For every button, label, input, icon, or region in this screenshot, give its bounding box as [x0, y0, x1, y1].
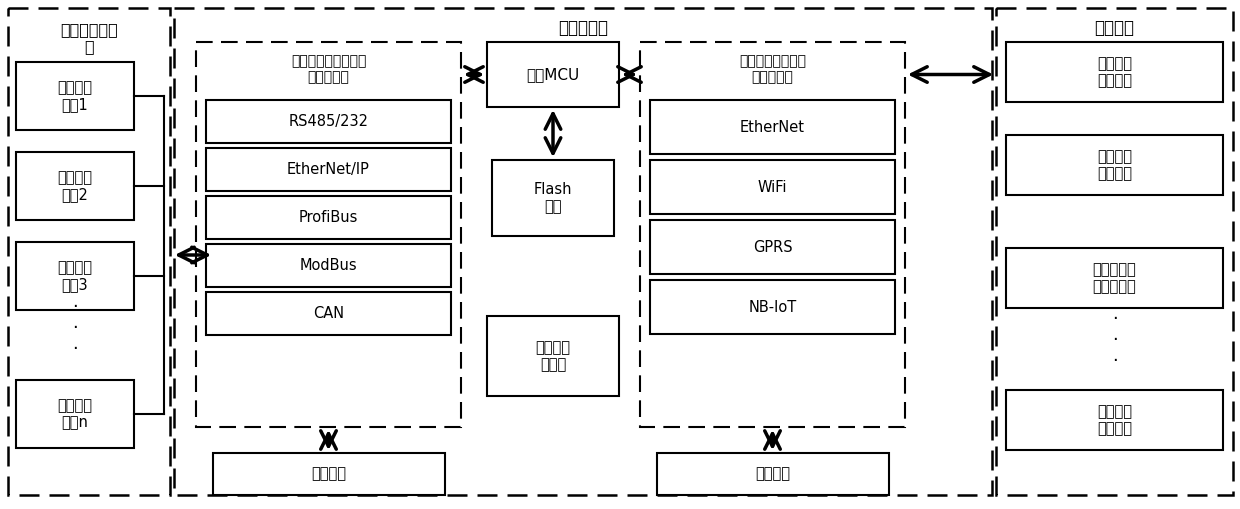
- Text: 智能工业
装备1: 智能工业 装备1: [57, 80, 93, 112]
- Bar: [16, 152, 134, 220]
- Bar: [996, 8, 1233, 495]
- Text: 云数据收
集模块: 云数据收 集模块: [536, 340, 570, 372]
- Bar: [487, 316, 619, 396]
- Bar: [16, 242, 134, 310]
- Bar: [1006, 135, 1223, 195]
- Text: RS485/232: RS485/232: [289, 114, 368, 129]
- Text: ModBus: ModBus: [300, 258, 357, 273]
- Bar: [206, 148, 451, 191]
- Text: 云服务器: 云服务器: [1095, 19, 1135, 37]
- Bar: [206, 196, 451, 239]
- Bar: [16, 380, 134, 448]
- Text: 其他扩展
服务模块: 其他扩展 服务模块: [1097, 404, 1132, 436]
- Text: CAN: CAN: [312, 306, 343, 321]
- Text: EtherNet/IP: EtherNet/IP: [288, 162, 370, 177]
- Bar: [492, 160, 614, 236]
- Text: 智能工业装备
组: 智能工业装备 组: [60, 22, 118, 54]
- Text: 智能工业
装备3: 智能工业 装备3: [57, 260, 93, 292]
- Bar: [657, 453, 889, 495]
- Text: 通用接口: 通用接口: [311, 467, 346, 482]
- Text: 智能工业
装备2: 智能工业 装备2: [57, 170, 93, 202]
- Bar: [650, 160, 895, 214]
- Bar: [213, 453, 445, 495]
- Text: 装备注册
服务模块: 装备注册 服务模块: [1097, 56, 1132, 88]
- Text: 数据采集参
数服务模块: 数据采集参 数服务模块: [1092, 262, 1136, 294]
- Text: NB-IoT: NB-IoT: [749, 299, 796, 315]
- Bar: [174, 8, 992, 495]
- Bar: [1006, 42, 1223, 102]
- Text: EtherNet: EtherNet: [740, 120, 805, 134]
- Bar: [1006, 390, 1223, 450]
- Text: WiFi: WiFi: [758, 180, 787, 194]
- Text: 控制MCU: 控制MCU: [526, 67, 579, 82]
- Bar: [650, 280, 895, 334]
- Text: 物联网接入组件模块
（可插拔）: 物联网接入组件模块 （可插拔）: [291, 54, 366, 84]
- Text: Flash
存储: Flash 存储: [533, 182, 572, 214]
- Bar: [206, 100, 451, 143]
- Bar: [206, 244, 451, 287]
- Text: ·
·
·: · · ·: [1111, 310, 1117, 370]
- Text: 网络接入组件模块
（可插拔）: 网络接入组件模块 （可插拔）: [739, 54, 806, 84]
- Bar: [16, 62, 134, 130]
- Text: GPRS: GPRS: [753, 240, 792, 254]
- Bar: [650, 100, 895, 154]
- Bar: [650, 220, 895, 274]
- Text: 装备管理
服务模块: 装备管理 服务模块: [1097, 149, 1132, 181]
- Bar: [1006, 248, 1223, 308]
- Bar: [487, 42, 619, 107]
- Bar: [206, 292, 451, 335]
- Bar: [640, 42, 905, 427]
- Text: 智能工业
装备n: 智能工业 装备n: [57, 398, 93, 430]
- Text: 通用接口: 通用接口: [755, 467, 791, 482]
- Text: ProfiBus: ProfiBus: [299, 210, 358, 225]
- Text: ·
·
·: · · ·: [72, 298, 78, 358]
- Bar: [196, 42, 461, 427]
- Text: 数据采集器: 数据采集器: [558, 19, 608, 37]
- Bar: [7, 8, 170, 495]
